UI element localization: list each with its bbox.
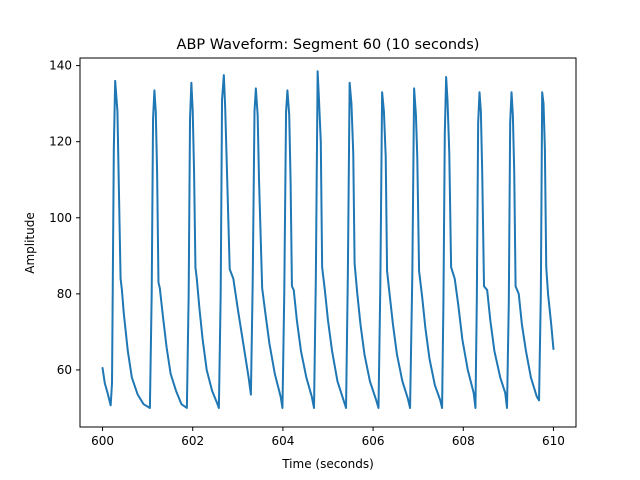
abp-series-line bbox=[101, 70, 555, 409]
y-tick-label: 80 bbox=[57, 287, 72, 301]
y-tick-label: 60 bbox=[57, 363, 72, 377]
y-axis-label: Amplitude bbox=[23, 212, 37, 274]
chart-title: ABP Waveform: Segment 60 (10 seconds) bbox=[177, 37, 480, 53]
axes-frame bbox=[79, 57, 577, 428]
axes: 600 602 604 606 608 610 60 80 100 120 140 bbox=[49, 57, 577, 448]
x-tick-label: 606 bbox=[362, 434, 385, 448]
y-tick-label: 120 bbox=[49, 135, 72, 149]
x-axis-label: Time (seconds) bbox=[281, 457, 374, 471]
plot-area bbox=[101, 70, 555, 409]
x-tick-label: 600 bbox=[91, 434, 114, 448]
x-tick-label: 610 bbox=[542, 434, 565, 448]
y-tick-label: 100 bbox=[49, 211, 72, 225]
y-tick-label: 140 bbox=[49, 59, 72, 73]
x-tick-label: 608 bbox=[452, 434, 475, 448]
x-tick-label: 604 bbox=[271, 434, 294, 448]
x-tick-label: 602 bbox=[181, 434, 204, 448]
